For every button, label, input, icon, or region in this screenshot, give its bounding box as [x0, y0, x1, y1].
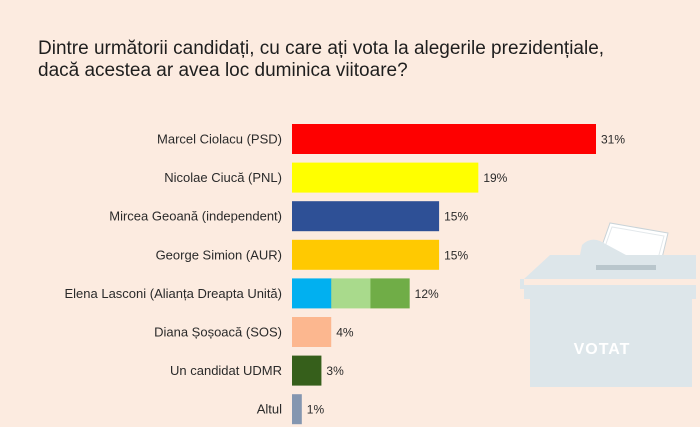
value-label: 15%: [444, 248, 468, 262]
category-label: Mircea Geoană (independent): [109, 209, 282, 224]
category-label: Diana Șoșoacă (SOS): [154, 325, 282, 340]
value-label: 1%: [307, 403, 325, 417]
chart-title-line-2: dacă acestea ar avea loc duminica viitoa…: [38, 60, 408, 81]
bar: [292, 317, 332, 347]
ballot-box-body: [530, 299, 692, 387]
category-label: Marcel Ciolacu (PSD): [157, 132, 282, 147]
ballot-box-label: VOTAT: [574, 341, 631, 358]
value-label: 19%: [483, 171, 507, 185]
category-label: Altul: [257, 402, 282, 417]
category-label: Nicolae Ciucă (PNL): [164, 170, 282, 185]
bar: [292, 201, 440, 232]
chart-title-line-1: Dintre următorii candidați, cu care ați …: [38, 38, 605, 59]
bar: [292, 239, 440, 270]
value-label: 12%: [415, 287, 439, 301]
chart-title: Dintre următorii candidați, cu care ați …: [38, 38, 658, 82]
bar: [292, 355, 322, 386]
category-label: George Simion (AUR): [156, 247, 282, 262]
bar: [292, 124, 596, 154]
bar-segment: [292, 278, 332, 309]
value-label: 15%: [444, 210, 468, 224]
value-label: 3%: [326, 364, 344, 378]
bar-segment: [331, 278, 371, 309]
bar: [292, 394, 302, 425]
bar-segment: [370, 278, 410, 309]
value-label: 31%: [601, 133, 625, 147]
category-label: Elena Lasconi (Alianța Dreapta Unită): [64, 286, 282, 301]
ballot-box-icon: VOTAT: [520, 222, 696, 387]
category-label: Un candidat UDMR: [170, 363, 282, 378]
ballot-slot: [596, 265, 656, 270]
bar: [292, 162, 479, 193]
value-label: 4%: [336, 326, 354, 340]
